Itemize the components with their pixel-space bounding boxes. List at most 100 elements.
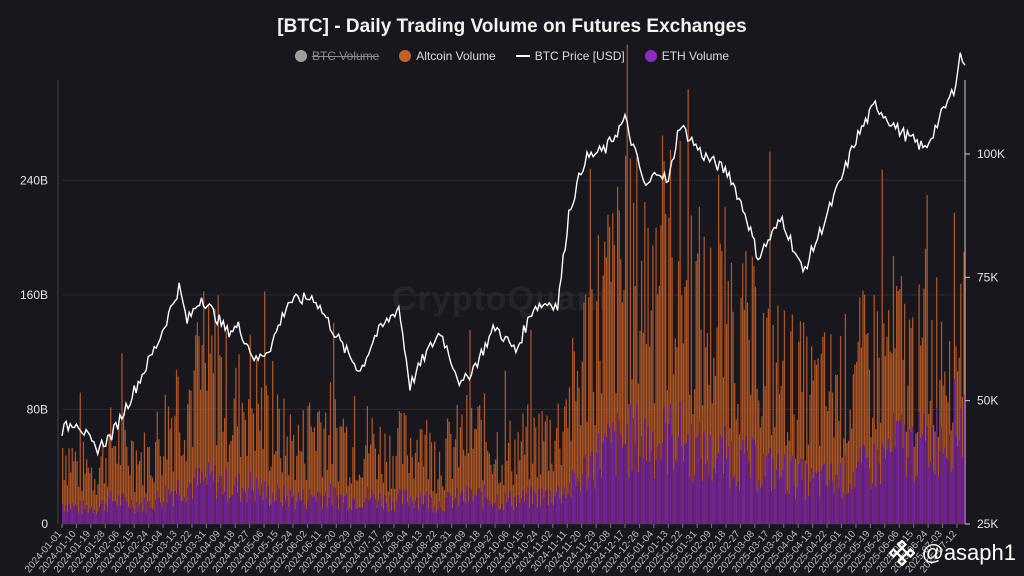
eth-volume-bar bbox=[97, 511, 99, 524]
altcoin-volume-bar bbox=[568, 387, 571, 524]
altcoin-volume-bar bbox=[685, 280, 688, 524]
altcoin-volume-bar bbox=[365, 445, 367, 524]
altcoin-volume-bar bbox=[546, 415, 548, 524]
eth-volume-bar bbox=[886, 449, 888, 524]
altcoin-volume-bar bbox=[387, 491, 389, 524]
altcoin-volume-bar bbox=[822, 336, 824, 524]
altcoin-volume-bar bbox=[641, 260, 643, 524]
eth-volume-bar bbox=[153, 510, 155, 524]
eth-volume-bar bbox=[458, 505, 460, 524]
legend-item-btc-price[interactable]: BTC Price [USD] bbox=[515, 49, 625, 63]
altcoin-volume-bar bbox=[408, 472, 410, 524]
eth-volume-bar bbox=[649, 461, 651, 524]
altcoin-volume-bar bbox=[689, 394, 691, 524]
legend-item-eth-volume[interactable]: ETH Volume bbox=[644, 49, 730, 63]
eth-volume-bar bbox=[905, 476, 907, 524]
legend-item-btc-volume[interactable]: BTC Volume bbox=[294, 49, 379, 63]
eth-volume-bar bbox=[621, 447, 624, 524]
altcoin-volume-bar bbox=[241, 402, 243, 524]
altcoin-volume-bar bbox=[153, 482, 155, 524]
eth-volume-bar bbox=[669, 403, 672, 524]
altcoin-volume-bar bbox=[931, 319, 933, 524]
eth-volume-bar bbox=[116, 505, 118, 524]
eth-volume-bar bbox=[276, 484, 279, 524]
altcoin-volume-bar bbox=[469, 330, 471, 524]
legend-swatch-btc-price bbox=[515, 55, 530, 57]
altcoin-volume-bar bbox=[207, 305, 210, 524]
eth-volume-bar bbox=[809, 481, 811, 524]
altcoin-volume-bar bbox=[769, 151, 771, 524]
altcoin-volume-bar bbox=[227, 461, 229, 524]
altcoin-volume-bar bbox=[666, 390, 668, 524]
altcoin-volume-bar bbox=[790, 331, 792, 524]
altcoin-volume-bar bbox=[446, 418, 449, 524]
eth-volume-bar bbox=[87, 512, 89, 524]
eth-volume-bar bbox=[912, 427, 914, 524]
altcoin-volume-bar bbox=[97, 484, 99, 524]
eth-volume-bar bbox=[759, 488, 761, 524]
legend-item-altcoin-volume[interactable]: Altcoin Volume bbox=[399, 49, 496, 63]
altcoin-volume-bar bbox=[222, 431, 224, 524]
eth-volume-bar bbox=[955, 435, 957, 524]
eth-volume-bar bbox=[126, 501, 128, 524]
altcoin-volume-bar bbox=[94, 479, 96, 524]
eth-volume-bar bbox=[416, 496, 418, 524]
eth-volume-bar bbox=[74, 503, 77, 524]
altcoin-volume-bar bbox=[690, 215, 692, 525]
eth-volume-bar bbox=[950, 472, 952, 524]
altcoin-volume-bar bbox=[907, 385, 909, 524]
eth-volume-bar bbox=[219, 476, 221, 524]
altcoin-volume-bar bbox=[276, 394, 279, 524]
legend-label-eth-volume: ETH Volume bbox=[661, 49, 730, 63]
y-right-tick-label: 100K bbox=[977, 147, 1005, 161]
eth-volume-bar bbox=[624, 444, 627, 524]
eth-volume-bar bbox=[196, 485, 198, 524]
altcoin-volume-bar bbox=[203, 291, 205, 524]
altcoin-volume-bar bbox=[328, 435, 330, 524]
eth-volume-bar bbox=[958, 440, 960, 524]
eth-volume-bar bbox=[413, 507, 415, 524]
altcoin-volume-bar bbox=[132, 441, 134, 524]
altcoin-volume-bar bbox=[703, 236, 705, 524]
eth-volume-bar bbox=[913, 482, 915, 524]
eth-volume-bar bbox=[940, 426, 943, 524]
eth-volume-bar bbox=[671, 435, 673, 524]
altcoin-volume-bar bbox=[217, 295, 219, 524]
altcoin-volume-bar bbox=[236, 426, 239, 524]
eth-volume-bar bbox=[292, 495, 295, 524]
altcoin-volume-bar bbox=[657, 294, 659, 524]
eth-volume-bar bbox=[289, 489, 292, 524]
altcoin-volume-bar bbox=[394, 488, 396, 524]
altcoin-volume-bar bbox=[78, 486, 80, 524]
eth-volume-bar bbox=[693, 475, 696, 524]
altcoin-volume-bar bbox=[86, 459, 88, 524]
altcoin-volume-bar bbox=[71, 448, 73, 524]
altcoin-volume-bar bbox=[791, 314, 794, 524]
altcoin-volume-bar bbox=[114, 446, 117, 524]
eth-volume-bar bbox=[554, 496, 556, 524]
eth-volume-bar bbox=[177, 480, 179, 524]
btc-price-line bbox=[61, 52, 966, 457]
altcoin-volume-bar bbox=[706, 332, 709, 524]
eth-volume-bar bbox=[195, 468, 197, 524]
eth-volume-bar bbox=[501, 503, 503, 524]
eth-volume-bar bbox=[677, 436, 680, 524]
altcoin-volume-bar bbox=[862, 290, 864, 524]
eth-volume-bar bbox=[483, 484, 486, 524]
eth-volume-bar bbox=[924, 440, 927, 524]
altcoin-volume-bar bbox=[780, 386, 782, 524]
eth-volume-bar bbox=[801, 479, 803, 524]
altcoin-volume-bar bbox=[193, 370, 195, 524]
eth-volume-bar bbox=[305, 508, 308, 524]
eth-volume-bar bbox=[400, 489, 402, 524]
altcoin-volume-bar bbox=[653, 403, 656, 524]
altcoin-volume-bar bbox=[567, 427, 569, 524]
eth-volume-bar bbox=[923, 413, 925, 524]
eth-volume-bar bbox=[482, 508, 484, 524]
eth-volume-bar bbox=[228, 498, 231, 524]
eth-volume-bar bbox=[73, 506, 75, 524]
eth-volume-bar bbox=[552, 505, 555, 524]
legend-swatch-btc-volume bbox=[294, 50, 307, 62]
altcoin-volume-bar bbox=[920, 345, 922, 524]
altcoin-volume-bar bbox=[762, 312, 765, 524]
